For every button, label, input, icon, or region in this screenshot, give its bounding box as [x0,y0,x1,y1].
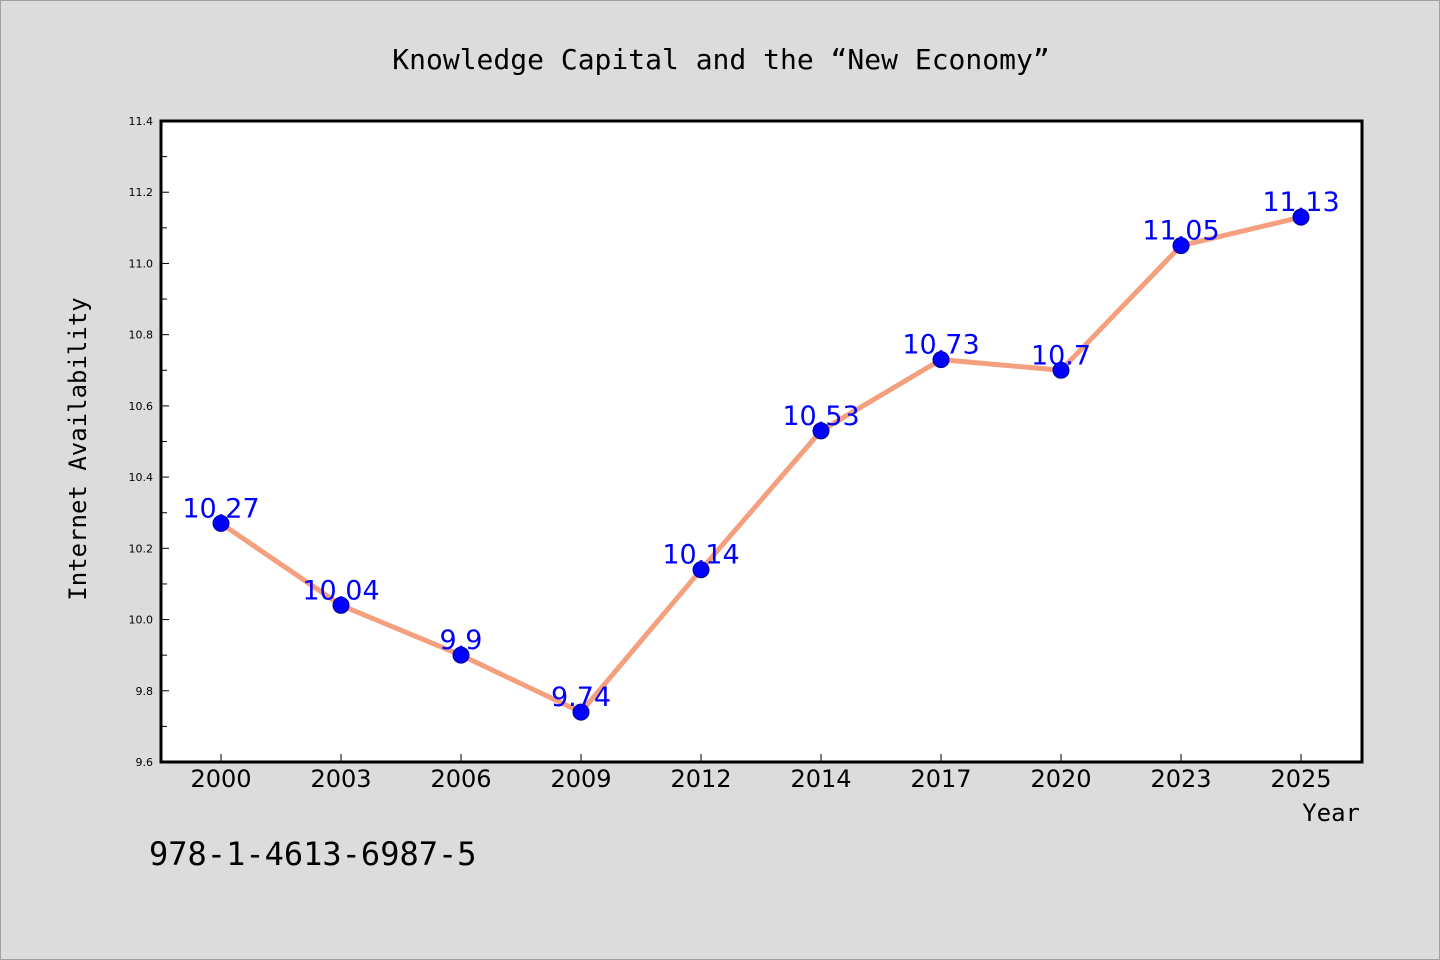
data-label: 10.73 [902,330,979,361]
x-axis: 2000 2003 2006 2009 2012 2014 2017 2020 2023 2025 [190,754,1332,793]
data-label: 9.74 [551,682,611,713]
data-point [452,646,470,664]
series-line [218,214,1304,715]
x-axis-label: Year [1302,799,1360,827]
data-label: 11.13 [1262,187,1339,218]
x-tick-label: 2003 [310,765,371,793]
data-label: 10.7 [1031,340,1091,371]
y-axis-label: Internet Availability [64,297,92,600]
data-label: 10.53 [782,401,859,432]
x-tick-label: 2020 [1030,765,1091,793]
y-axis: 9.6 9.8 10.0 10.2 10.4 10.6 10.8 11.0 11.2 11.4 [129,115,169,769]
data-point [692,561,710,579]
x-tick-label: 2023 [1150,765,1211,793]
data-label: 10.14 [662,540,739,571]
data-label: 10.27 [182,493,259,524]
data-label: 9.9 [440,625,483,656]
data-point [812,422,830,440]
y-tick-label: 10.6 [129,400,154,413]
y-tick-label: 11.2 [129,186,154,199]
y-tick-label: 10.4 [129,471,154,484]
data-point [572,703,590,721]
x-tick-label: 2009 [550,765,611,793]
y-tick-label: 11.0 [129,257,154,270]
y-tick-label: 9.8 [136,685,154,698]
y-tick-label: 11.4 [129,115,154,128]
data-label: 10.04 [302,575,379,606]
chart-title: Knowledge Capital and the “New Economy” [392,43,1049,76]
data-point [1292,208,1310,226]
y-tick-label: 9.6 [136,756,154,769]
x-tick-label: 2014 [790,765,851,793]
y-tick-label: 10.0 [129,614,154,627]
data-point [212,514,230,532]
y-tick-label: 10.8 [129,329,154,342]
data-point [332,596,350,614]
isbn-text: 978-1-4613-6987-5 [149,835,477,873]
data-label: 11.05 [1142,216,1219,247]
y-tick-label: 10.2 [129,542,154,555]
x-tick-label: 2017 [910,765,971,793]
plot-area [159,119,1364,764]
data-point [1052,361,1070,379]
x-tick-label: 2012 [670,765,731,793]
x-tick-label: 2000 [190,765,251,793]
data-point [932,351,950,369]
x-tick-label: 2006 [430,765,491,793]
data-point [1172,237,1190,255]
x-tick-label: 2025 [1270,765,1331,793]
series-layer: 10.27 10.04 9.9 9.74 10.14 10.53 10.73 10.7 11.0… [182,187,1340,721]
